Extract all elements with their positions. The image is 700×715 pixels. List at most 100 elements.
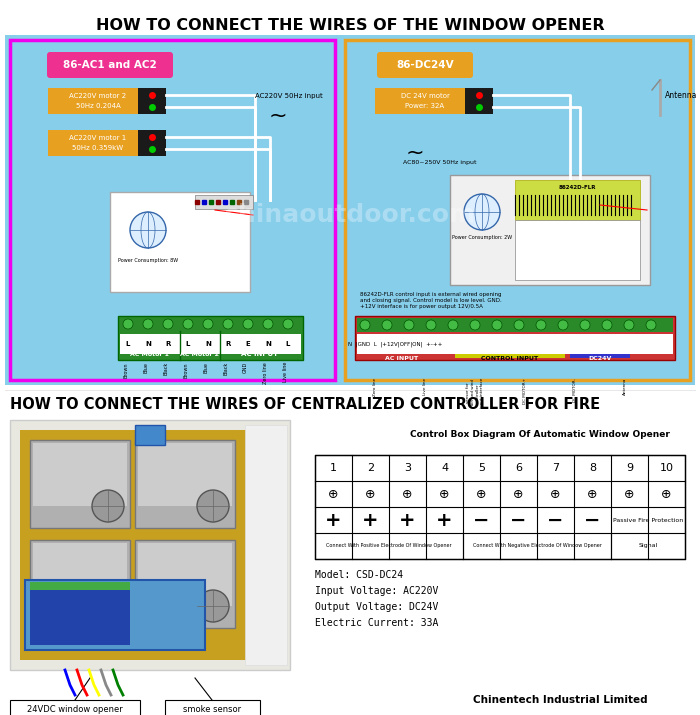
Bar xyxy=(345,40,690,380)
Circle shape xyxy=(92,490,124,522)
Bar xyxy=(33,443,127,506)
Bar xyxy=(515,220,640,280)
Text: Passive Fire Protection: Passive Fire Protection xyxy=(613,518,683,523)
Bar xyxy=(10,420,290,670)
Text: HOW TO CONNECT THE WIRES OF CENTRALIZED CONTROLLER FOR FIRE: HOW TO CONNECT THE WIRES OF CENTRALIZED … xyxy=(10,397,600,412)
Text: Black: Black xyxy=(223,362,228,375)
Text: ⊕: ⊕ xyxy=(550,488,561,500)
Circle shape xyxy=(92,590,124,622)
Text: Blue: Blue xyxy=(203,362,208,373)
Text: ⊕: ⊕ xyxy=(476,488,486,500)
Text: AC220V motor 2: AC220V motor 2 xyxy=(69,93,127,99)
Bar xyxy=(135,425,165,445)
Text: Output Voltage: DC24V: Output Voltage: DC24V xyxy=(315,602,438,612)
Text: chinaoutdoor.com: chinaoutdoor.com xyxy=(224,203,476,227)
Circle shape xyxy=(163,319,173,329)
Circle shape xyxy=(382,320,392,330)
Text: ~: ~ xyxy=(406,143,424,163)
FancyBboxPatch shape xyxy=(377,52,473,78)
Bar xyxy=(10,40,335,380)
Bar xyxy=(48,130,166,156)
Text: N: N xyxy=(205,341,211,347)
Text: Live line: Live line xyxy=(423,378,427,395)
Text: 8: 8 xyxy=(589,463,596,473)
Text: 9: 9 xyxy=(626,463,633,473)
Text: N  |GND  L  |+12V|OFF|ON|  +-++: N |GND L |+12V|OFF|ON| +-++ xyxy=(348,341,442,347)
Circle shape xyxy=(470,320,480,330)
Text: Electric Current: 33A: Electric Current: 33A xyxy=(315,618,438,628)
Bar xyxy=(195,195,253,209)
Text: −: − xyxy=(473,511,490,530)
Circle shape xyxy=(263,319,273,329)
Text: Brown: Brown xyxy=(123,362,128,378)
Bar xyxy=(138,443,232,506)
Text: 86-AC1 and AC2: 86-AC1 and AC2 xyxy=(63,60,157,70)
Text: Antenna: Antenna xyxy=(665,92,697,101)
Text: Connect With Positive Electrode Of Window Opener: Connect With Positive Electrode Of Windo… xyxy=(326,543,452,548)
Text: −: − xyxy=(584,511,601,530)
Bar xyxy=(455,354,565,358)
Text: −: − xyxy=(510,511,526,530)
Text: L: L xyxy=(286,341,290,347)
Bar xyxy=(357,318,673,332)
Bar xyxy=(570,354,630,358)
Text: 86242D-FLR control input is external wired opening
and closing signal. Control m: 86242D-FLR control input is external wir… xyxy=(360,292,502,309)
Text: N: N xyxy=(145,341,151,347)
Text: AC INPUT: AC INPUT xyxy=(386,355,419,360)
Circle shape xyxy=(123,319,133,329)
Text: sensor for
rain and wind
controller
input interface: sensor for rain and wind controller inpu… xyxy=(466,378,484,408)
Bar xyxy=(30,585,130,645)
Text: E: E xyxy=(246,341,251,347)
Bar xyxy=(48,88,166,114)
Text: AC Motor 2: AC Motor 2 xyxy=(181,352,220,357)
Text: Input Voltage: AC220V: Input Voltage: AC220V xyxy=(315,586,438,596)
Text: ⊕: ⊕ xyxy=(365,488,376,500)
Text: 10: 10 xyxy=(659,463,673,473)
Circle shape xyxy=(404,320,414,330)
Text: 86-DC24V: 86-DC24V xyxy=(396,60,454,70)
Text: ⊕: ⊕ xyxy=(662,488,672,500)
Bar xyxy=(355,316,675,360)
Text: Model: CSD-DC24: Model: CSD-DC24 xyxy=(315,570,403,580)
Text: DC 24V motor: DC 24V motor xyxy=(400,93,449,99)
Text: ⊕: ⊕ xyxy=(513,488,524,500)
Text: 2: 2 xyxy=(367,463,374,473)
Bar xyxy=(10,700,140,715)
Circle shape xyxy=(580,320,590,330)
Text: 1: 1 xyxy=(330,463,337,473)
Text: Power: 32A: Power: 32A xyxy=(405,103,444,109)
Text: GND: GND xyxy=(243,362,248,373)
Text: CONTROL INPUT: CONTROL INPUT xyxy=(482,355,538,360)
Bar xyxy=(5,35,695,385)
Text: 4: 4 xyxy=(441,463,448,473)
Bar xyxy=(357,334,673,354)
Text: R: R xyxy=(165,341,171,347)
Text: Brown: Brown xyxy=(183,362,188,378)
Circle shape xyxy=(624,320,634,330)
Text: ~: ~ xyxy=(269,106,287,126)
FancyBboxPatch shape xyxy=(47,52,173,78)
Text: 6: 6 xyxy=(515,463,522,473)
Bar xyxy=(25,580,205,650)
Text: +: + xyxy=(363,511,379,530)
Text: 50Hz 0.204A: 50Hz 0.204A xyxy=(76,103,120,109)
Bar xyxy=(20,430,280,660)
Text: AC80~250V 50Hz input: AC80~250V 50Hz input xyxy=(403,160,477,165)
Text: DC MOTOR-: DC MOTOR- xyxy=(573,378,577,402)
Circle shape xyxy=(646,320,656,330)
Text: L: L xyxy=(186,341,190,347)
Text: 86242D-FLR: 86242D-FLR xyxy=(559,185,596,190)
Text: AC INPUT: AC INPUT xyxy=(241,351,279,357)
Text: Connect With Negative Electrode Of Window Opener: Connect With Negative Electrode Of Windo… xyxy=(473,543,601,548)
Circle shape xyxy=(183,319,193,329)
Circle shape xyxy=(360,320,370,330)
Circle shape xyxy=(426,320,436,330)
Bar xyxy=(138,130,166,156)
Bar xyxy=(118,316,303,360)
Text: −: − xyxy=(547,511,564,530)
Text: Zero line: Zero line xyxy=(373,378,377,396)
Circle shape xyxy=(464,194,500,230)
Bar xyxy=(315,455,685,559)
Bar xyxy=(138,88,166,114)
Text: Blue: Blue xyxy=(143,362,148,373)
